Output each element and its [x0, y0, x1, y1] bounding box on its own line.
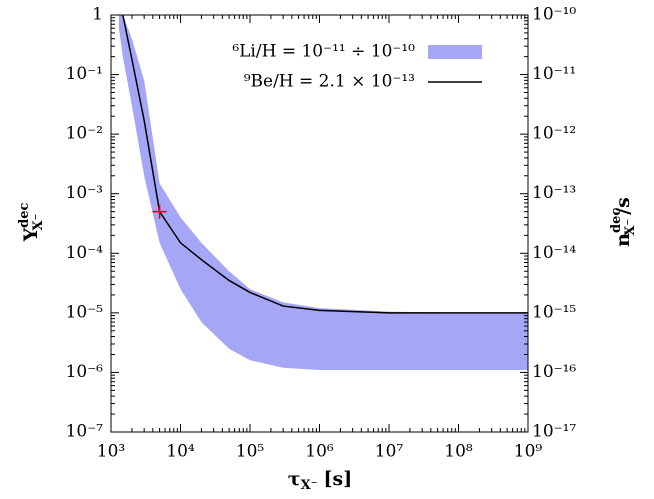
y2-label-sub: X⁻	[623, 219, 638, 236]
y-label-sub: X⁻	[31, 214, 46, 231]
y2-label-sup: dec	[609, 208, 624, 233]
y-tick-label: 1	[92, 5, 103, 25]
x-tick-label: 10⁵	[236, 442, 265, 462]
y-tick-label: 10⁻¹	[66, 64, 103, 84]
y2-tick-label: 10⁻¹⁷	[532, 422, 576, 442]
x-axis-label: τX⁻ [s]	[288, 468, 352, 493]
x-label-unit: [s]	[324, 468, 353, 490]
x-tick-label: 10³	[97, 442, 125, 462]
y-tick-label: 10⁻²	[66, 124, 103, 144]
y2-tick-label: 10⁻¹⁵	[532, 302, 576, 322]
x-label-symbol: τ	[288, 468, 301, 490]
x-tick-label: 10⁹	[514, 442, 543, 462]
y-axis-label: YdecX⁻	[17, 202, 46, 242]
y-label-symbol: Y	[20, 227, 42, 242]
y2-label-tail: /s	[612, 197, 634, 215]
x-tick-label: 10⁸	[444, 442, 473, 462]
y2-axis-label: ndecX⁻ /s	[609, 197, 638, 247]
y2-label-symbol: n	[612, 233, 634, 247]
x-tick-label: 10⁷	[375, 442, 404, 462]
marker	[152, 204, 167, 219]
legend-label: ⁶Li/H = 10⁻¹¹ ÷ 10⁻¹⁰	[232, 42, 415, 62]
y2-tick-label: 10⁻¹⁴	[532, 243, 576, 263]
plot-area	[118, 15, 528, 370]
legend-swatch	[428, 45, 482, 59]
y-tick-label: 10⁻⁷	[66, 422, 104, 442]
legend-label: ⁹Be/H = 2.1 × 10⁻¹³	[244, 72, 415, 92]
y2-tick-label: 10⁻¹⁶	[532, 362, 576, 382]
x-tick-label: 10⁴	[166, 442, 195, 462]
y2-tick-label: 10⁻¹¹	[532, 64, 576, 84]
band	[118, 15, 528, 370]
y-tick-label: 10⁻⁵	[66, 302, 104, 322]
y-tick-label: 10⁻⁴	[66, 243, 104, 263]
y2-tick-label: 10⁻¹³	[532, 183, 576, 203]
x-label-sub: X⁻	[301, 478, 318, 493]
y2-tick-label: 10⁻¹⁰	[532, 5, 576, 25]
y-label-sup: dec	[17, 202, 32, 227]
line	[122, 15, 528, 314]
y2-tick-label: 10⁻¹²	[532, 124, 576, 144]
y-tick-label: 10⁻⁶	[66, 362, 104, 382]
y-tick-label: 10⁻³	[66, 183, 103, 203]
x-tick-label: 10⁶	[305, 442, 334, 462]
